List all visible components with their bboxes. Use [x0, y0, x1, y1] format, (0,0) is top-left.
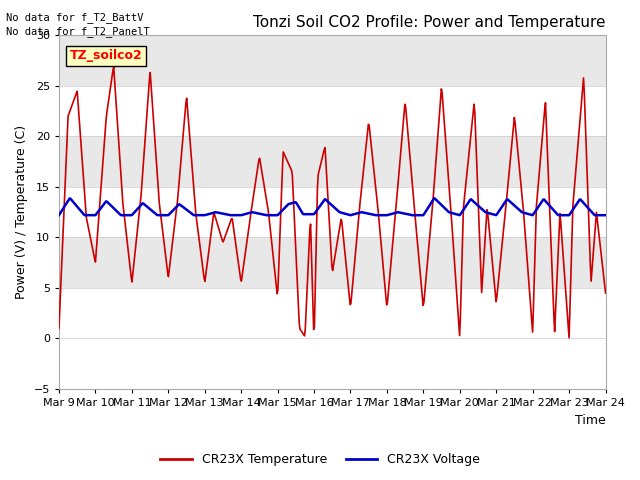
X-axis label: Time: Time	[575, 414, 605, 427]
Text: No data for f_T2_PanelT: No data for f_T2_PanelT	[6, 26, 150, 37]
Bar	[59, 238, 605, 288]
Legend: CR23X Temperature, CR23X Voltage: CR23X Temperature, CR23X Voltage	[156, 448, 484, 471]
Text: TZ_soilco2: TZ_soilco2	[70, 49, 143, 62]
Bar	[59, 36, 605, 86]
Text: Tonzi Soil CO2 Profile: Power and Temperature: Tonzi Soil CO2 Profile: Power and Temper…	[253, 15, 605, 30]
Bar	[59, 136, 605, 187]
Text: No data for f_T2_BattV: No data for f_T2_BattV	[6, 12, 144, 23]
Y-axis label: Power (V) / Temperature (C): Power (V) / Temperature (C)	[15, 125, 28, 299]
